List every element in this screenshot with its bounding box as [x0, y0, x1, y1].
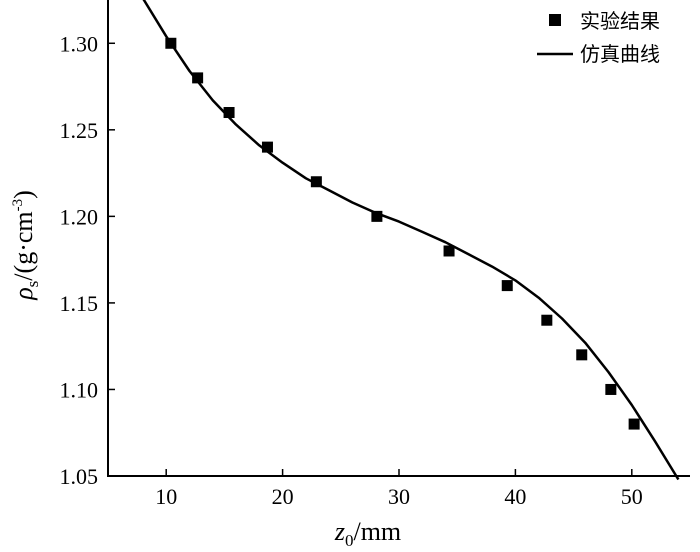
experiment-point: [443, 245, 455, 257]
y-tick-label: 1.15: [60, 291, 99, 316]
x-tick-label: 10: [155, 484, 177, 509]
legend-label-simulation: 仿真曲线: [580, 42, 660, 66]
curve-layer: [142, 0, 680, 481]
experiment-point: [501, 280, 513, 292]
x-axis-title-unit: /mm: [353, 517, 401, 546]
y-tick-label: 1.20: [60, 204, 99, 229]
experiment-point: [576, 349, 588, 361]
experiment-point: [192, 72, 204, 84]
legend: 实验结果 仿真曲线: [537, 9, 660, 66]
y-axis-title-main: ρ: [9, 287, 38, 300]
experiment-point: [605, 383, 617, 395]
experiment-point: [541, 314, 553, 326]
experiment-point: [261, 141, 273, 153]
experiment-point: [371, 210, 383, 222]
x-tick-label: 40: [504, 484, 526, 509]
y-ticks: 1.05 1.10 1.15 1.20 1.25 1.30: [60, 31, 115, 489]
y-tick-label: 1.25: [60, 118, 99, 143]
legend-label-experiment: 实验结果: [580, 9, 660, 33]
y-axis-title-unit-end: ): [9, 190, 38, 199]
marker-layer: [165, 37, 640, 430]
experiment-point: [223, 107, 235, 119]
experiment-point: [310, 176, 322, 188]
y-tick-label: 1.10: [60, 377, 99, 402]
y-tick-label: 1.05: [60, 464, 99, 489]
legend-marker-square: [549, 14, 561, 26]
y-axis-title: ρs/(g·cm-3): [9, 190, 42, 301]
experiment-point: [628, 418, 640, 430]
x-axis-title-main: z: [334, 517, 345, 546]
x-axis-title-sub: 0: [345, 531, 354, 550]
experiment-point: [165, 37, 177, 49]
simulation-curve: [142, 0, 680, 481]
y-tick-label: 1.30: [60, 31, 99, 56]
x-tick-label: 50: [621, 484, 643, 509]
x-tick-label: 30: [388, 484, 410, 509]
x-tick-label: 20: [272, 484, 294, 509]
y-axis-title-unit: /(g·cm: [9, 211, 38, 280]
plot-frame: [107, 0, 690, 477]
y-axis-title-sup: -3: [10, 199, 26, 212]
x-axis-title: z0/mm: [334, 517, 401, 550]
x-ticks: 10 20 30 40 50: [155, 469, 643, 509]
y-axis-title-sub: s: [23, 281, 42, 288]
